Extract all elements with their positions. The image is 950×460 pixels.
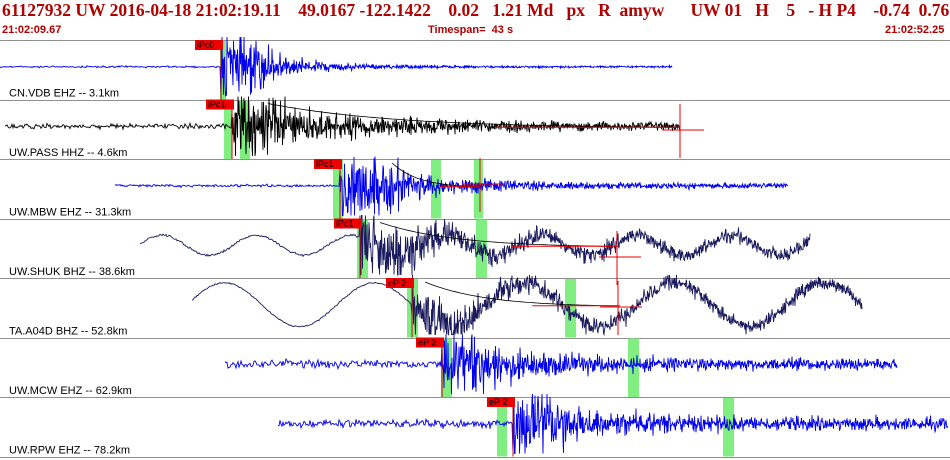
pick-box <box>195 40 223 50</box>
time-window-marker <box>224 100 232 159</box>
seismic-trace <box>0 36 673 97</box>
pick-phase-label: eP 2 <box>418 338 436 348</box>
seismic-trace <box>191 274 863 337</box>
timespan-label: Timespan= 43 s <box>428 24 514 36</box>
pick-box <box>206 99 234 110</box>
station-label: CN.VDB EHZ -- 3.1km <box>9 88 119 100</box>
pick-phase-label: iPc1 <box>316 159 334 169</box>
coda-curve <box>424 281 618 307</box>
pick-box <box>314 159 342 169</box>
coda-curve <box>379 222 616 247</box>
pick-box <box>334 218 362 229</box>
station-label: UW.SHUK BHZ -- 38.6km <box>9 266 135 278</box>
time-window-marker <box>333 160 343 219</box>
event-summary-line: 61127932 UW 2016-04-18 21:02:19.11 49.01… <box>2 0 950 20</box>
station-label: TA.A04D BHZ -- 52.8km <box>9 326 127 338</box>
seismic-trace <box>139 215 811 276</box>
time-window-marker <box>497 398 507 457</box>
time-window-marker <box>565 279 576 338</box>
seismic-trace <box>4 96 681 157</box>
pick-phase-label: iPc0 <box>197 40 215 50</box>
pick-phase-label: eP 2 <box>489 397 507 407</box>
pick-phase-label: iPc1 <box>208 100 226 110</box>
seismic-trace <box>114 156 789 216</box>
pick-box <box>487 397 515 407</box>
seismic-trace <box>224 334 898 395</box>
pick-box <box>416 337 444 348</box>
station-label: UW.PASS HHZ -- 4.6km <box>9 147 127 159</box>
pick-phase-label: eP 2 <box>388 278 406 288</box>
pick-phase-label: iPc1 <box>336 219 354 229</box>
pick-box <box>386 278 414 288</box>
event-header: 61127932 UW 2016-04-18 21:02:19.11 49.01… <box>0 0 950 40</box>
end-time: 21:02:52.25 <box>885 24 945 36</box>
seismic-trace <box>277 393 949 454</box>
start-time: 21:02:09.67 <box>2 24 62 36</box>
station-label: UW.MBW EHZ -- 31.3km <box>9 207 131 219</box>
station-label: UW.MCW EHZ -- 62.9km <box>9 385 132 397</box>
coda-curve <box>391 162 477 188</box>
time-window-marker <box>723 398 734 457</box>
station-label: UW.RPW EHZ -- 78.2km <box>9 445 130 457</box>
